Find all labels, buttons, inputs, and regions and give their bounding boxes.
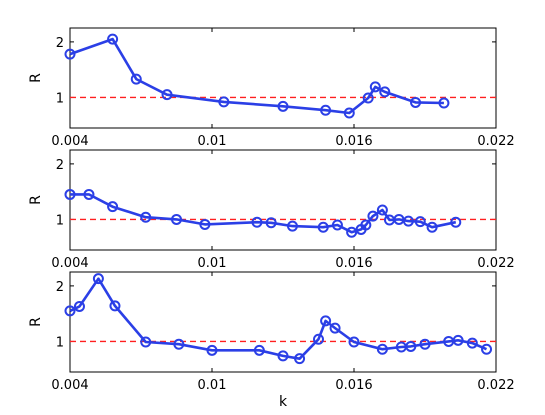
panel-2-x-tick-label: 0.01 (198, 256, 227, 271)
panel-1-x-tick-label: 0.01 (198, 134, 227, 149)
panel-3-y-tick-label: 1 (56, 335, 64, 350)
panel-3-x-axis-label: k (279, 394, 288, 410)
panel-3-x-tick-label: 0.022 (477, 378, 514, 393)
panel-3-y-axis-label: R (28, 317, 44, 327)
panel-1: 0.004 0.01 0.016 0.022 1 2 R (28, 28, 515, 149)
panel-1-frame (70, 28, 496, 128)
panel-2-x-tick-label: 0.004 (51, 256, 88, 271)
panel-3-x-tick-label: 0.004 (51, 378, 88, 393)
panel-1-x-tick-label: 0.004 (51, 134, 88, 149)
panel-1-y-tick-label: 2 (56, 36, 64, 51)
panel-1-y-tick-label: 1 (56, 91, 64, 106)
panel-2: 0.004 0.01 0.016 0.022 1 2 R (28, 150, 515, 271)
panel-3: 0.004 0.01 0.016 0.022 1 2 Rk (28, 272, 515, 410)
panel-1-x-tick-label: 0.016 (335, 134, 372, 149)
panel-2-x-tick-label: 0.022 (477, 256, 514, 271)
panel-3-x-tick-label: 0.016 (335, 378, 372, 393)
panel-2-x-tick-label: 0.016 (335, 256, 372, 271)
panel-2-y-tick-label: 1 (56, 213, 64, 228)
panel-3-y-tick-label: 2 (56, 280, 64, 295)
panel-2-y-tick-label: 2 (56, 158, 64, 173)
panel-2-y-axis-label: R (28, 195, 44, 205)
panel-3-x-tick-label: 0.01 (198, 378, 227, 393)
panel-1-y-axis-label: R (28, 73, 44, 83)
panel-1-x-tick-label: 0.022 (477, 134, 514, 149)
panel-2-frame (70, 150, 496, 250)
